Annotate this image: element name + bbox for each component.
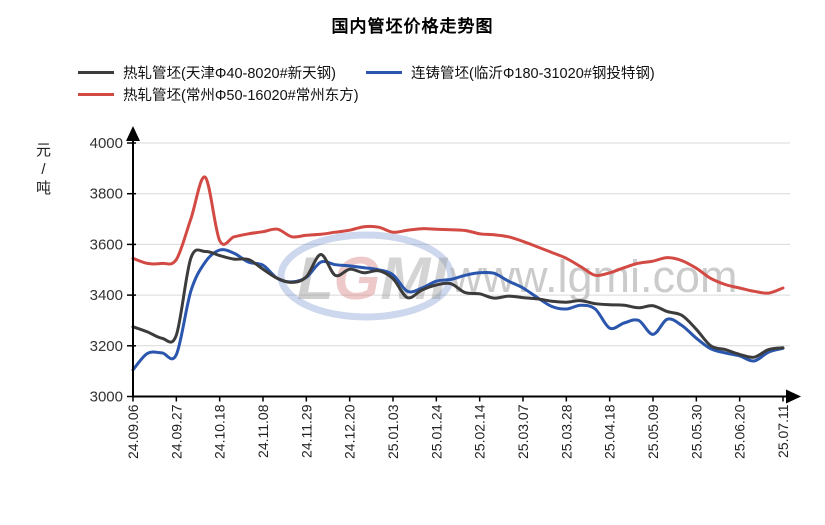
legend-label-tianjin: 热轧管坯(天津Φ40-8020#新天钢) [123, 65, 337, 82]
x-axis-arrow-icon [786, 389, 801, 404]
x-tick-label: 25.05.09 [645, 404, 661, 459]
x-tick-label: 25.02.14 [472, 404, 488, 459]
chart-title: 国内管坯价格走势图 [331, 17, 494, 36]
legend-item-tianjin: 热轧管坯(天津Φ40-8020#新天钢) [78, 62, 336, 83]
x-tick-label: 25.06.20 [732, 404, 748, 459]
y-axis-unit-label: 元 / 吨 [36, 142, 52, 197]
x-tick-labels: 24.09.06 24.09.27 24.10.18 24.11.08 24.11.29… [125, 396, 791, 459]
series-line-changzhou [131, 175, 785, 295]
legend-item-changzhou: 热轧管坯(常州Φ50-16020#常州东方) [78, 84, 359, 105]
x-tick-label: 24.12.20 [342, 404, 358, 459]
watermark: LGMI www.lgmi.com [277, 231, 738, 321]
gridlines [133, 142, 790, 347]
legend-label-changzhou: 热轧管坯(常州Φ50-16020#常州东方) [123, 87, 359, 104]
x-tick-label: 24.11.08 [255, 404, 271, 458]
series-line-linyi [131, 248, 785, 372]
y-tick-labels: 4000 3800 3600 3400 3200 3000 [90, 135, 136, 406]
legend-row-1: 热轧管坯(天津Φ40-8020#新天钢) 连铸管坯(临沂Φ180-31020#钢… [78, 61, 778, 83]
x-tick-label: 25.01.24 [428, 404, 444, 459]
x-tick-label: 24.10.18 [212, 404, 228, 459]
axes [126, 126, 801, 404]
x-tick-label: 25.04.18 [602, 404, 618, 459]
x-tick-label: 24.09.06 [125, 404, 141, 459]
y-tick-label: 3000 [90, 389, 123, 406]
x-tick-label: 24.09.27 [168, 404, 184, 459]
x-tick-label: 25.07.11 [775, 404, 791, 458]
x-tick-label: 25.03.28 [558, 404, 574, 459]
y-tick-label: 3400 [90, 287, 123, 304]
y-tick-label: 4000 [90, 135, 123, 152]
y-tick-label: 3600 [90, 236, 123, 253]
legend-swatch-linyi-icon [366, 70, 403, 74]
y-tick-label: 3800 [90, 186, 123, 203]
x-tick-label: 24.11.29 [298, 404, 314, 458]
x-tick-label: 25.01.03 [385, 404, 401, 459]
watermark-url-text: www.lgmi.com [449, 251, 738, 302]
x-tick-label: 25.03.07 [515, 404, 531, 459]
legend-item-linyi: 连铸管坯(临沂Φ180-31020#钢投特钢) [366, 62, 655, 83]
y-axis-arrow-icon [126, 126, 140, 141]
y-tick-label: 3200 [90, 338, 123, 355]
watermark-ellipse-icon [277, 231, 455, 321]
legend-label-linyi: 连铸管坯(临沂Φ180-31020#钢投特钢) [411, 65, 655, 82]
x-tick-label: 25.05.30 [688, 404, 704, 459]
legend-swatch-changzhou-icon [78, 92, 114, 96]
series-line-tianjin [131, 248, 785, 359]
legend-swatch-tianjin-icon [78, 70, 114, 74]
legend: 热轧管坯(天津Φ40-8020#新天钢) 连铸管坯(临沂Φ180-31020#钢… [78, 61, 778, 105]
legend-row-2: 热轧管坯(常州Φ50-16020#常州东方) [78, 83, 778, 105]
